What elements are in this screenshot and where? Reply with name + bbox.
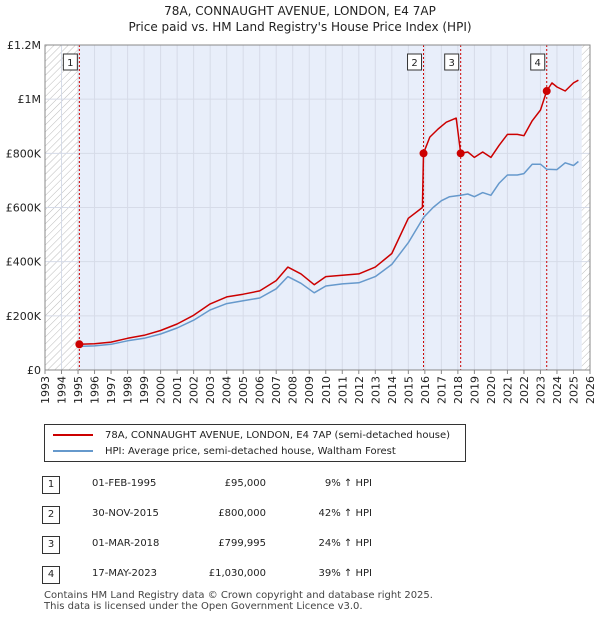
x-tick-label: 2022 — [518, 376, 531, 404]
marker-number: 1 — [67, 58, 73, 69]
marker-label-2: 2 — [407, 53, 423, 71]
marker-badge — [530, 53, 546, 71]
marker-number: 4 — [535, 58, 541, 69]
y-tick-label: £400K — [6, 256, 42, 269]
x-tick-label: 2002 — [188, 376, 201, 404]
marker-number: 2 — [411, 58, 417, 69]
legend-swatch-property — [53, 434, 93, 436]
transaction-number: 1 — [42, 476, 60, 494]
table-row: 4 17-MAY-2023 £1,030,000 39% ↑ HPI — [42, 566, 442, 584]
x-tick-label: 2021 — [501, 376, 514, 404]
marker-badge — [62, 53, 78, 71]
y-tick-label: £600K — [6, 202, 42, 215]
legend-item-property: 78A, CONNAUGHT AVENUE, LONDON, E4 7AP (s… — [53, 427, 450, 443]
y-tick-label: £200K — [6, 310, 42, 323]
x-tick-label: 2006 — [254, 376, 267, 404]
x-tick-label: 2024 — [551, 376, 564, 404]
transaction-number: 3 — [42, 536, 60, 554]
marker-label-4: 4 — [530, 53, 546, 71]
transaction-price: £1,030,000 — [208, 568, 266, 579]
x-tick-label: 2010 — [320, 376, 333, 404]
transaction-hpi: 24% ↑ HPI — [318, 538, 372, 549]
transaction-number: 4 — [42, 566, 60, 584]
table-row: 3 01-MAR-2018 £799,995 24% ↑ HPI — [42, 536, 442, 554]
x-tick-label: 2007 — [270, 376, 283, 404]
x-tick-label: 1994 — [56, 376, 69, 404]
chart-subtitle: Price paid vs. HM Land Registry's House … — [128, 20, 472, 34]
transaction-number: 2 — [42, 506, 60, 524]
legend-label-hpi: HPI: Average price, semi-detached house,… — [105, 445, 396, 457]
transaction-hpi: 9% ↑ HPI — [324, 478, 372, 489]
hpi-line — [79, 160, 579, 348]
marker-number: 3 — [448, 58, 454, 69]
y-tick-label: £1.2M — [7, 39, 41, 52]
table-row: 1 01-FEB-1995 £95,000 9% ↑ HPI — [42, 476, 442, 494]
transaction-price: £800,000 — [218, 508, 266, 519]
x-tick-label: 2014 — [386, 376, 399, 404]
x-tick-label: 2025 — [567, 376, 580, 404]
x-tick-label: 2017 — [435, 376, 448, 404]
x-tick-label: 1999 — [138, 376, 151, 404]
legend-label-property: 78A, CONNAUGHT AVENUE, LONDON, E4 7AP (s… — [105, 429, 451, 441]
x-tick-label: 1997 — [105, 376, 118, 404]
transaction-date: 17-MAY-2023 — [92, 568, 158, 579]
x-tick-label: 2000 — [155, 376, 168, 404]
footer-line-2: This data is licensed under the Open Gov… — [44, 601, 363, 612]
x-tick-label: 2023 — [534, 376, 547, 404]
transaction-date: 30-NOV-2015 — [92, 508, 159, 519]
x-tick-label: 2009 — [303, 376, 316, 404]
y-tick-label: £0 — [27, 364, 41, 377]
x-tick-label: 2018 — [452, 376, 465, 404]
x-tick-label: 2016 — [419, 376, 432, 404]
property-price-line — [79, 79, 579, 346]
transaction-price: £95,000 — [224, 478, 266, 489]
marker-label-3: 3 — [444, 53, 460, 71]
x-tick-label: 1998 — [122, 376, 135, 404]
table-row: 2 30-NOV-2015 £800,000 42% ↑ HPI — [42, 506, 442, 524]
marker-badge — [444, 53, 460, 71]
transaction-price: £799,995 — [218, 538, 266, 549]
x-tick-label: 2008 — [287, 376, 300, 404]
footer-line-1: Contains HM Land Registry data © Crown c… — [44, 590, 433, 601]
chart-title: 78A, CONNAUGHT AVENUE, LONDON, E4 7AP — [164, 4, 436, 18]
x-tick-label: 2026 — [584, 376, 597, 404]
x-tick-label: 1995 — [72, 376, 85, 404]
x-tick-label: 2005 — [237, 376, 250, 404]
x-tick-label: 2020 — [485, 376, 498, 404]
x-tick-label: 2019 — [468, 376, 481, 404]
x-tick-label: 2012 — [353, 376, 366, 404]
y-tick-label: £1M — [18, 93, 42, 106]
sale-point-2 — [419, 149, 428, 158]
marker-badge — [407, 53, 423, 71]
plot-frame — [44, 44, 591, 371]
sale-point-1 — [75, 340, 84, 349]
x-tick-label: 1993 — [39, 376, 52, 404]
transaction-hpi: 39% ↑ HPI — [318, 568, 372, 579]
transaction-hpi: 42% ↑ HPI — [318, 508, 372, 519]
x-tick-label: 2003 — [204, 376, 217, 404]
x-tick-label: 1996 — [89, 376, 102, 404]
x-tick-label: 2011 — [336, 376, 349, 404]
x-tick-label: 2013 — [369, 376, 382, 404]
legend: 78A, CONNAUGHT AVENUE, LONDON, E4 7AP (s… — [44, 424, 466, 462]
x-tick-label: 2004 — [221, 376, 234, 404]
x-tick-label: 2015 — [402, 376, 415, 404]
legend-swatch-hpi — [53, 450, 93, 452]
x-tick-label: 2001 — [171, 376, 184, 404]
sale-point-3 — [456, 149, 465, 158]
sale-point-4 — [542, 87, 551, 96]
footer: Contains HM Land Registry data © Crown c… — [44, 590, 433, 612]
y-tick-label: £800K — [6, 147, 42, 160]
legend-item-hpi: HPI: Average price, semi-detached house,… — [53, 443, 396, 459]
transaction-date: 01-FEB-1995 — [92, 478, 157, 489]
marker-label-1: 1 — [62, 53, 78, 71]
transaction-date: 01-MAR-2018 — [92, 538, 160, 549]
